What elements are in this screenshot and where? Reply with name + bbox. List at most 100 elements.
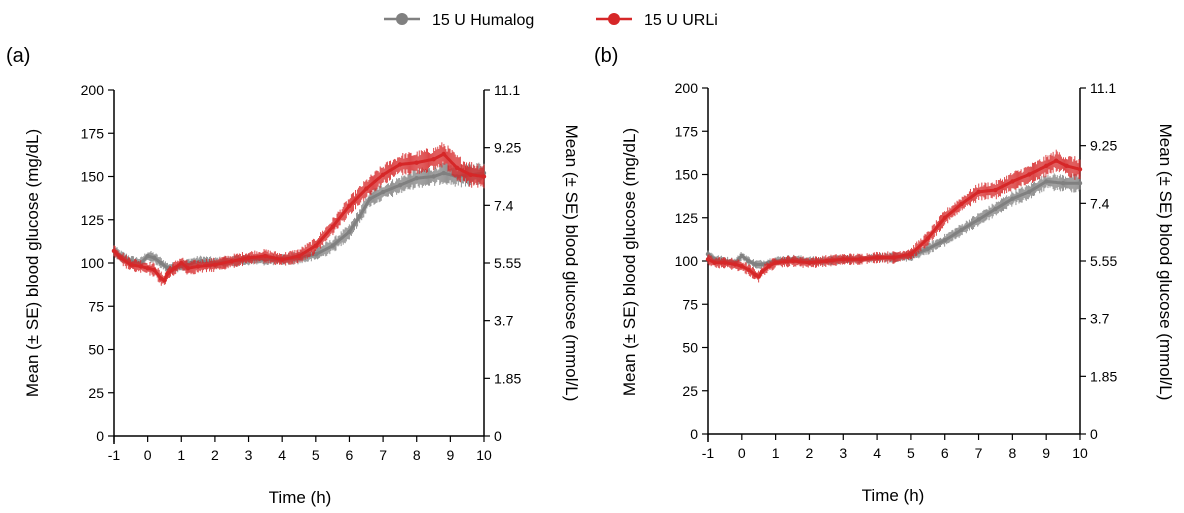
legend-label-humalog: 15 U Humalog <box>432 12 534 29</box>
x-tick-label: 6 <box>941 445 949 461</box>
y-axis-left: 0 25 50 75 100 125 150 175 200 <box>81 82 115 444</box>
legend-label-urli: 15 U URLi <box>644 12 718 29</box>
data-point <box>753 262 758 267</box>
data-point <box>1054 158 1059 163</box>
y2-tick-label: 3.7 <box>494 313 514 329</box>
data-point <box>759 262 765 267</box>
y-tick-label: 25 <box>682 383 698 399</box>
data-point <box>824 258 829 264</box>
data-point <box>158 276 164 281</box>
y2-axis-title-a: Mean (± SE) blood glucose (mmol/L) <box>562 125 581 402</box>
x-tick-label: 1 <box>772 445 780 461</box>
x-tick-label: 3 <box>839 445 847 461</box>
data-point <box>1027 189 1032 194</box>
data-point <box>364 186 369 191</box>
data-point <box>722 260 728 265</box>
x-tick-label: 2 <box>806 445 814 461</box>
y-tick-label: 200 <box>81 82 105 98</box>
series-group <box>111 142 487 286</box>
data-point <box>263 253 268 259</box>
data-point <box>145 265 150 271</box>
data-point <box>857 257 863 262</box>
data-point <box>790 258 795 264</box>
data-point <box>330 224 335 229</box>
y2-tick-label: 11.1 <box>494 82 520 98</box>
x-tick-label: 8 <box>413 447 421 463</box>
data-point <box>908 251 914 257</box>
data-point <box>397 162 403 167</box>
x-tick-label: 10 <box>1072 445 1088 461</box>
y2-tick-label: 1.85 <box>1090 368 1117 384</box>
data-point <box>1043 179 1049 184</box>
data-point <box>162 278 167 283</box>
x-tick-label: 9 <box>1042 445 1050 461</box>
data-point <box>712 260 717 265</box>
data-point <box>976 189 981 194</box>
data-point <box>468 172 473 177</box>
y-tick-label: 50 <box>88 342 104 358</box>
data-point <box>1060 180 1066 186</box>
data-point <box>1077 167 1083 172</box>
data-point <box>959 201 964 207</box>
data-point <box>746 258 751 264</box>
data-point <box>195 264 201 269</box>
x-tick-label: 4 <box>278 447 286 463</box>
data-point <box>1043 163 1049 169</box>
y-tick-label: 25 <box>88 385 104 401</box>
data-point <box>732 262 738 267</box>
y-tick-label: 100 <box>81 255 105 271</box>
data-point <box>152 267 157 273</box>
y-tick-label: 150 <box>675 167 699 183</box>
y-tick-label: 150 <box>81 169 105 185</box>
data-point <box>1064 163 1069 169</box>
y-tick-label: 0 <box>690 426 698 442</box>
data-point <box>357 214 362 219</box>
y-tick-label: 125 <box>81 212 105 228</box>
data-point <box>347 203 352 209</box>
legend: 15 U Humalog 15 U URLi <box>384 12 718 29</box>
data-point <box>1027 172 1032 177</box>
data-point <box>179 260 184 266</box>
y-axis-left: 0 25 50 75 100 125 150 175 200 <box>675 80 709 442</box>
data-point <box>185 265 191 271</box>
data-point <box>279 257 285 262</box>
y-tick-label: 175 <box>675 123 699 139</box>
data-point <box>807 260 812 265</box>
data-point <box>756 274 761 279</box>
data-point <box>942 238 947 243</box>
data-point <box>347 229 352 235</box>
panel-label-b: (b) <box>594 45 618 67</box>
data-point <box>481 174 487 179</box>
x-tick-label: 6 <box>346 447 354 463</box>
data-point <box>773 260 778 265</box>
series-group <box>705 149 1083 283</box>
data-point <box>705 257 711 262</box>
y2-tick-label: 9.25 <box>1090 138 1117 154</box>
data-point <box>165 271 171 276</box>
data-point <box>1010 196 1015 201</box>
y2-tick-label: 7.4 <box>494 197 514 213</box>
x-tick-label: 10 <box>476 447 492 463</box>
data-point <box>380 172 386 177</box>
y-axis-right: 0 1.85 3.7 5.55 7.4 9.25 11.1 <box>1079 80 1117 442</box>
x-tick-label: 4 <box>873 445 881 461</box>
data-point <box>454 165 460 171</box>
data-point <box>841 257 846 262</box>
data-point <box>925 246 931 252</box>
x-tick-label: 8 <box>1008 445 1016 461</box>
x-axis-title-a: Time (h) <box>269 488 332 507</box>
x-tick-label: 1 <box>177 447 185 463</box>
data-point <box>111 248 117 254</box>
data-point <box>118 255 123 261</box>
data-point <box>296 253 302 259</box>
x-tick-label: 0 <box>738 445 746 461</box>
x-tick-label: -1 <box>702 445 715 461</box>
y2-tick-label: 0 <box>1090 426 1098 442</box>
data-point <box>925 236 931 241</box>
y2-tick-label: 11.1 <box>1090 80 1116 96</box>
x-tick-label: 3 <box>245 447 253 463</box>
data-point <box>212 262 218 267</box>
x-axis: -1 0 1 2 3 4 5 6 7 8 9 10 <box>108 435 492 463</box>
data-point <box>1077 180 1083 186</box>
